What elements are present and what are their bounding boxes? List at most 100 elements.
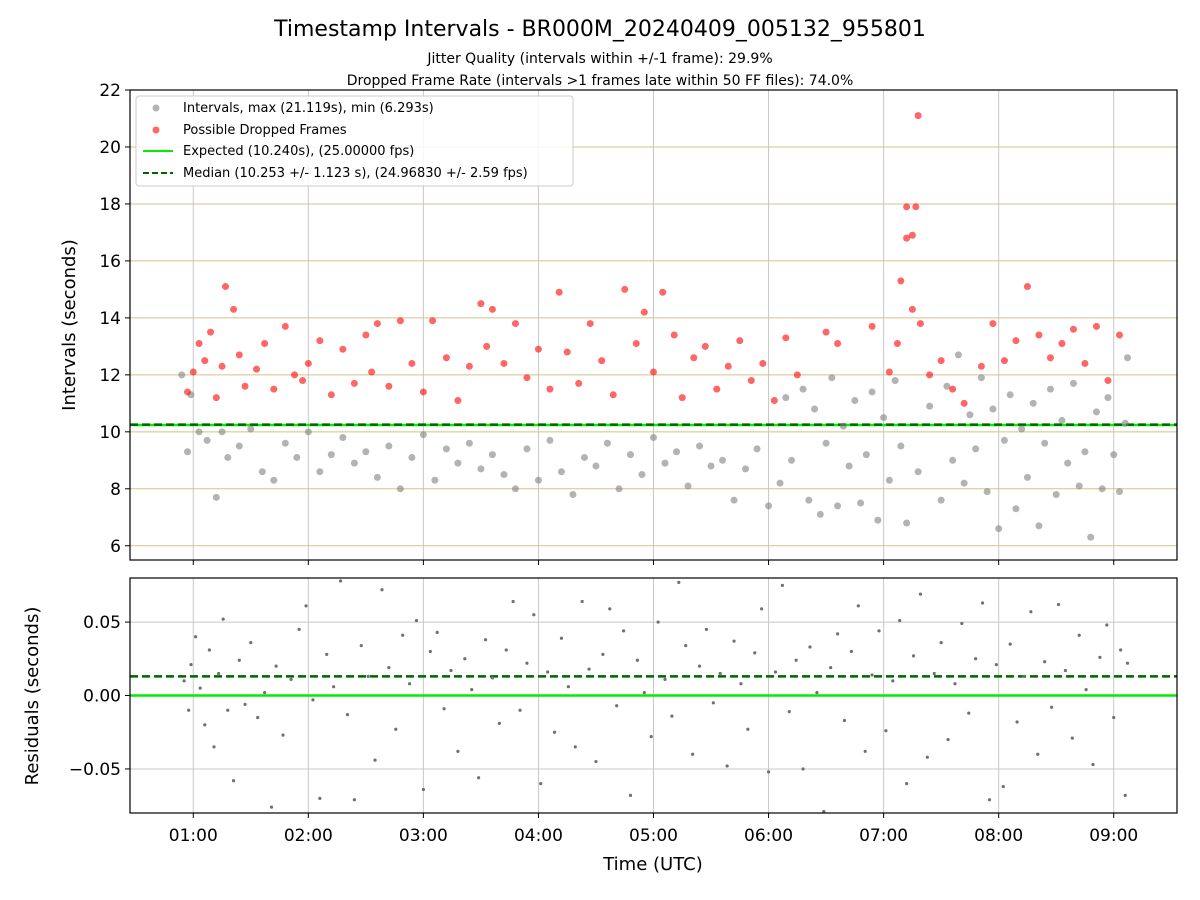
dropped-frame-point	[408, 359, 416, 367]
residual-point	[697, 664, 702, 668]
dropped-frame-point	[299, 377, 307, 385]
residual-point	[504, 648, 508, 652]
residual-point	[359, 643, 363, 648]
interval-point	[1110, 451, 1118, 459]
residual-point	[656, 620, 660, 624]
residual-point	[1070, 736, 1074, 740]
residual-point	[470, 688, 474, 692]
intervals-y-ticks: 6 8 10 12 14 16 18 20 22	[99, 81, 130, 557]
dropped-frame-point	[1081, 359, 1089, 367]
residual-point	[1119, 648, 1123, 652]
dropped-frame-point	[1058, 340, 1066, 348]
interval-point	[523, 445, 531, 453]
residual-point	[237, 658, 241, 662]
y-tick-label: 18	[99, 195, 121, 215]
residual-point	[615, 704, 619, 708]
residual-point	[243, 702, 247, 706]
dropped-frame-point	[442, 354, 450, 362]
residual-point	[263, 690, 267, 695]
dropped-frame-point	[555, 288, 563, 296]
dropped-frame-point	[759, 359, 767, 367]
residual-point	[877, 629, 881, 633]
residual-point	[725, 764, 729, 768]
dropped-frame-point	[632, 340, 640, 348]
y-tick-label: 16	[99, 252, 121, 272]
residual-point	[594, 759, 598, 764]
dropped-frame-point	[534, 345, 542, 353]
residual-point	[739, 682, 743, 686]
interval-point	[396, 485, 404, 493]
residual-point	[1091, 762, 1095, 767]
residuals-reference-lines	[130, 675, 1177, 697]
dropped-frame-point	[339, 345, 347, 353]
residual-point	[608, 607, 612, 611]
residual-point	[980, 601, 985, 605]
residual-point	[1098, 655, 1102, 659]
dropped-frame-point	[195, 340, 203, 348]
residual-point	[269, 805, 274, 809]
residual-point	[518, 708, 522, 712]
residual-point	[198, 686, 202, 690]
x-tick-label: 06:00	[744, 826, 793, 846]
dropped-frame-point	[1035, 331, 1043, 339]
residual-point	[221, 617, 225, 621]
residual-point	[490, 676, 495, 680]
interval-point	[776, 479, 784, 487]
x-tick-label: 01:00	[169, 826, 218, 846]
intervals-y-axis-label: Intervals (seconds)	[59, 239, 80, 411]
residual-point	[1105, 623, 1109, 627]
residual-point	[967, 711, 971, 715]
dropped-frame-point	[483, 342, 491, 350]
residual-point	[304, 604, 308, 608]
residual-point	[677, 580, 681, 585]
interval-point	[1000, 436, 1008, 444]
dropped-frame-point	[989, 320, 997, 328]
residual-point	[1022, 674, 1026, 679]
interval-point	[782, 394, 790, 402]
x-tick-label: 04:00	[514, 826, 563, 846]
dropped-frame-point	[184, 388, 192, 396]
residual-point	[338, 579, 343, 583]
dropped-frame-point	[523, 374, 531, 382]
interval-point	[1029, 399, 1037, 407]
interval-point	[477, 465, 485, 473]
residual-point	[829, 665, 833, 670]
residual-point	[318, 796, 322, 800]
interval-point	[926, 402, 934, 410]
residual-point	[863, 749, 867, 753]
interval-point	[954, 351, 962, 359]
residual-point	[649, 735, 653, 739]
interval-point	[989, 405, 997, 413]
x-tick-label: 05:00	[629, 826, 678, 846]
interval-point	[891, 377, 899, 385]
residuals-points	[182, 579, 1130, 814]
interval-point	[673, 448, 681, 456]
residual-point	[987, 798, 992, 802]
residual-point	[946, 737, 950, 742]
interval-point	[1115, 488, 1123, 496]
interval-point	[454, 459, 462, 467]
dropped-frame-point	[822, 328, 830, 336]
residual-point	[1043, 660, 1047, 664]
residual-point	[1015, 720, 1019, 724]
chart-subtitle-jitter: Jitter Quality (intervals within +/-1 fr…	[426, 51, 772, 67]
dropped-frame-point	[598, 357, 606, 365]
residuals-plot: −0.050.000.05 01:00 02:00 03:00 04:00 05:00 0…	[22, 577, 1178, 875]
interval-point	[868, 388, 876, 396]
y-tick-label: 0.05	[83, 613, 121, 633]
x-tick-label: 07:00	[859, 826, 908, 846]
interval-point	[1023, 473, 1031, 481]
residual-point	[691, 752, 695, 756]
dropped-frame-point	[261, 340, 269, 348]
x-axis-label: Time (UTC)	[602, 854, 703, 875]
residual-point	[497, 721, 501, 726]
residual-point	[663, 677, 667, 681]
dropped-frame-point	[419, 388, 427, 396]
interval-point	[1124, 354, 1132, 362]
dropped-frame-point	[912, 203, 920, 211]
interval-point	[327, 451, 335, 459]
dropped-frame-point	[916, 320, 924, 328]
residual-point	[449, 668, 453, 673]
residuals-y-axis-label: Residuals (seconds)	[22, 607, 43, 786]
interval-point	[1081, 448, 1089, 456]
